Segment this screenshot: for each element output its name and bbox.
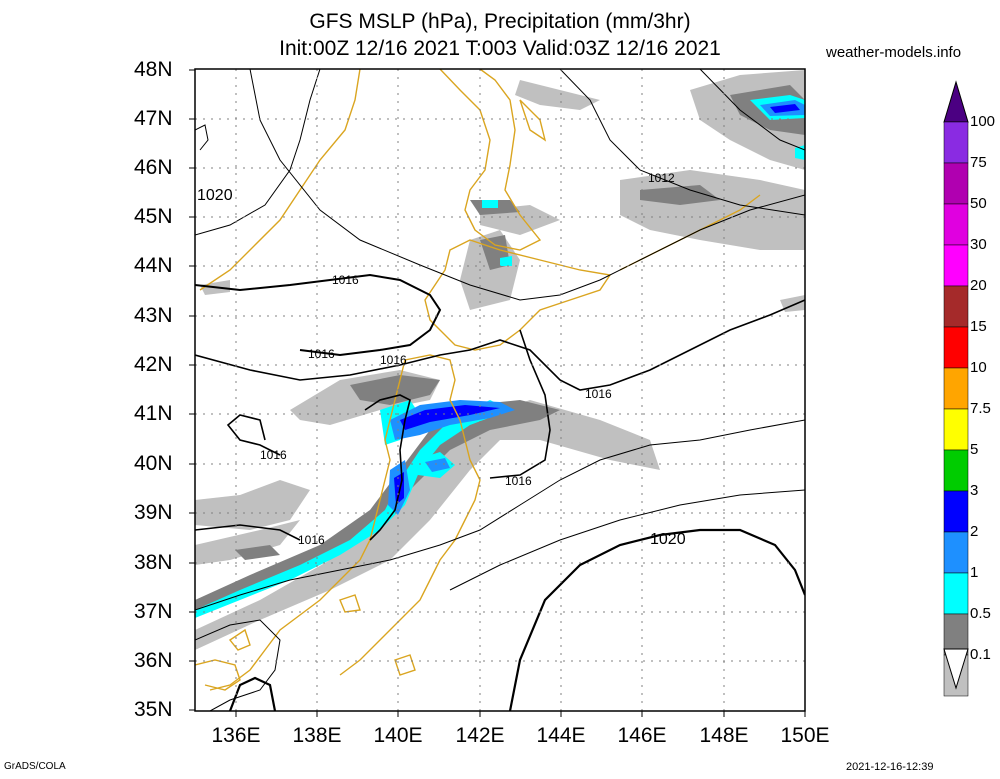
colorbar-label: 0.5	[970, 605, 991, 622]
colorbar-label: 20	[970, 277, 987, 294]
colorbar-label: 7.5	[970, 400, 991, 417]
colorbar-label: 50	[970, 195, 987, 212]
map-frame	[194, 68, 806, 712]
lon-label: 138E	[292, 724, 342, 747]
isobar-label: 1016	[585, 387, 612, 401]
colorbar-label: 10	[970, 359, 987, 376]
lon-label: 148E	[699, 724, 749, 747]
lat-label: 38N	[134, 551, 173, 574]
colorbar-swatch	[943, 203, 969, 246]
isobar-label-group: 1020 1012 1016 1016 1016 1016 1016 1016 …	[197, 171, 686, 548]
colorbar-swatch	[943, 613, 969, 656]
colorbar-swatch	[943, 162, 969, 205]
colorbar-swatch	[943, 490, 969, 533]
colorbar	[943, 80, 969, 697]
colorbar-label: 3	[970, 482, 979, 499]
lat-label: 47N	[134, 107, 173, 130]
colorbar-swatch	[943, 244, 969, 287]
lat-label: 39N	[134, 501, 173, 524]
isobar-label: 1012	[648, 171, 675, 185]
footer-timestamp: 2021-12-16-12:39	[846, 761, 934, 773]
colorbar-bottom-triangle	[943, 648, 969, 690]
lat-label: 35N	[134, 698, 173, 721]
colorbar-swatch	[943, 285, 969, 328]
isobar-label: 1016	[332, 273, 359, 287]
lat-label: 46N	[134, 156, 173, 179]
lon-label: 140E	[373, 724, 423, 747]
isobar-layer	[195, 69, 805, 711]
colorbar-label: 2	[970, 523, 979, 540]
colorbar-label: 15	[970, 318, 987, 335]
lat-label: 36N	[134, 649, 173, 672]
isobar-label: 1020	[197, 187, 233, 204]
colorbar-label: 30	[970, 236, 987, 253]
colorbar-swatch	[943, 531, 969, 574]
footer-credit: GrADS/COLA	[4, 761, 66, 772]
lat-label: 44N	[134, 254, 173, 277]
colorbar-label: 75	[970, 154, 987, 171]
isobar-label: 1016	[260, 448, 287, 462]
map-title-line1: GFS MSLP (hPa), Precipitation (mm/3hr)	[309, 10, 691, 33]
isobar-label: 1016	[308, 347, 335, 361]
lon-label: 146E	[617, 724, 667, 747]
isobar-label: 1016	[298, 533, 325, 547]
colorbar-top-triangle	[943, 80, 969, 123]
lat-label: 42N	[134, 353, 173, 376]
colorbar-label: 5	[970, 441, 979, 458]
lon-label: 144E	[536, 724, 586, 747]
colorbar-label: 100	[970, 113, 996, 130]
colorbar-swatch	[943, 572, 969, 615]
lon-label: 136E	[211, 724, 261, 747]
lat-label: 45N	[134, 205, 173, 228]
map-background	[195, 69, 805, 711]
lon-label: 142E	[455, 724, 505, 747]
colorbar-swatch	[943, 326, 969, 369]
lat-label: 37N	[134, 600, 173, 623]
lat-label: 41N	[134, 402, 173, 425]
colorbar-swatch	[943, 121, 969, 164]
colorbar-label: 0.1	[970, 646, 991, 663]
lat-label: 48N	[134, 58, 173, 81]
colorbar-swatch	[943, 449, 969, 492]
map-title-line2: Init:00Z 12/16 2021 T:003 Valid:03Z 12/1…	[279, 37, 721, 60]
colorbar-label: 1	[970, 564, 979, 581]
isobar-label: 1020	[650, 531, 686, 548]
isobar-label: 1016	[505, 474, 532, 488]
lat-label: 40N	[134, 452, 173, 475]
lon-label: 150E	[780, 724, 830, 747]
colorbar-swatch	[943, 408, 969, 451]
colorbar-swatch	[943, 367, 969, 410]
brand-label: weather-models.info	[826, 44, 962, 61]
gridline-layer	[195, 69, 805, 711]
lat-label: 43N	[134, 304, 173, 327]
isobar-label: 1016	[380, 353, 407, 367]
tick-marks	[189, 69, 806, 717]
